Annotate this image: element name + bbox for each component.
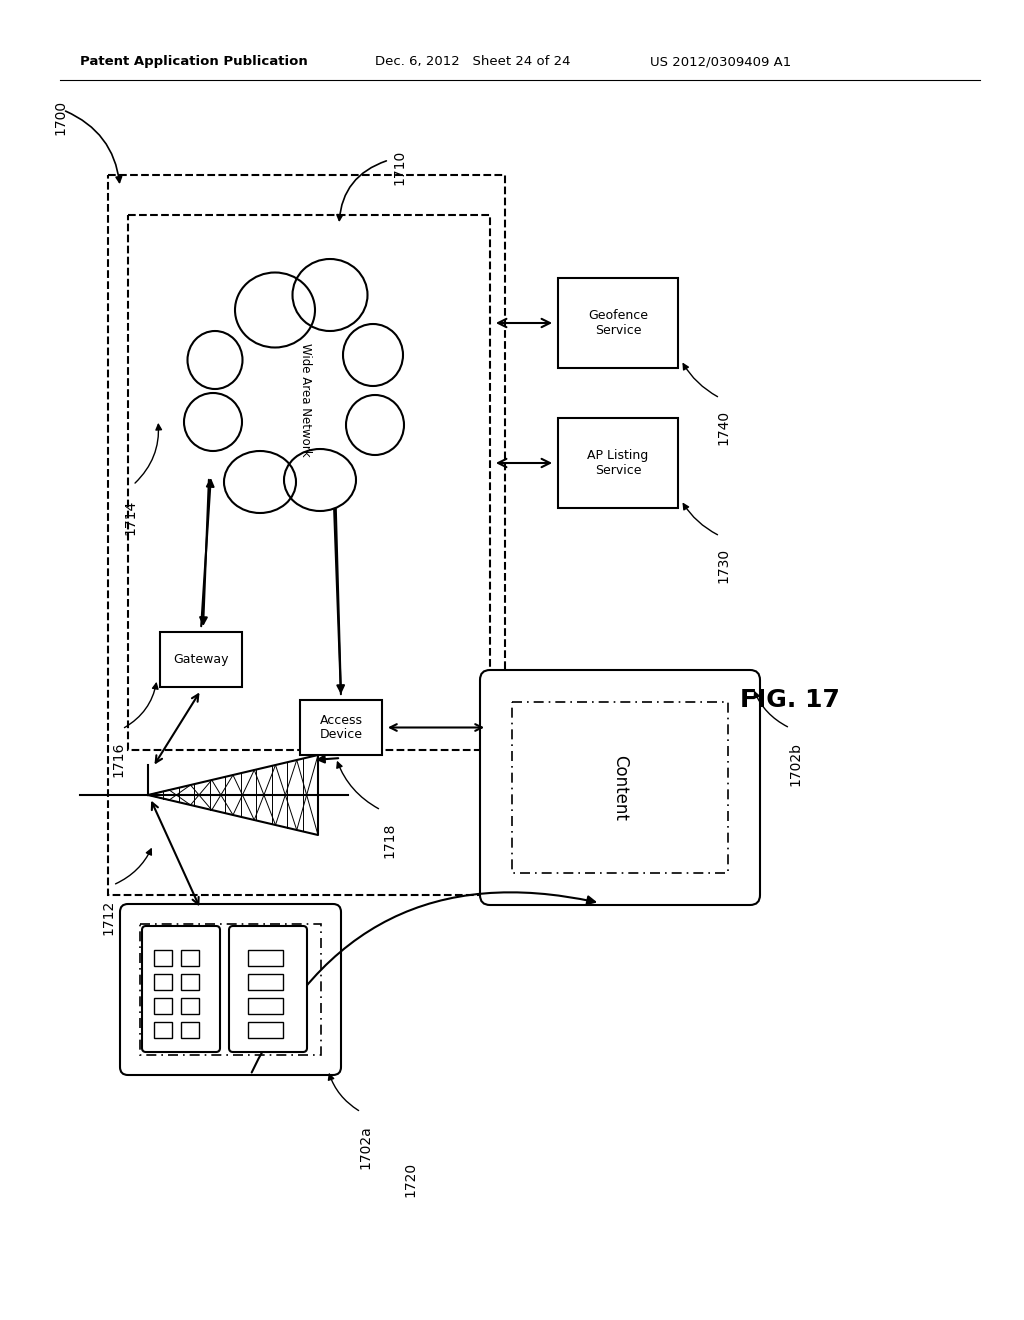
- Ellipse shape: [224, 451, 296, 513]
- FancyBboxPatch shape: [160, 632, 242, 686]
- Text: Gateway: Gateway: [173, 653, 228, 667]
- Ellipse shape: [184, 393, 242, 451]
- Text: AP Listing
Service: AP Listing Service: [588, 449, 648, 477]
- Text: 1718: 1718: [382, 822, 396, 858]
- Text: 1710: 1710: [392, 150, 406, 185]
- FancyBboxPatch shape: [300, 700, 382, 755]
- Ellipse shape: [346, 395, 404, 455]
- Text: 1730: 1730: [716, 548, 730, 583]
- Text: Access
Device: Access Device: [319, 714, 362, 742]
- Text: Content: Content: [611, 755, 629, 821]
- Ellipse shape: [215, 302, 375, 478]
- Text: 1702b: 1702b: [788, 742, 802, 785]
- Text: 1720: 1720: [403, 1162, 417, 1197]
- Text: Dec. 6, 2012   Sheet 24 of 24: Dec. 6, 2012 Sheet 24 of 24: [375, 55, 570, 69]
- Text: 1702a: 1702a: [358, 1125, 372, 1168]
- FancyBboxPatch shape: [229, 927, 307, 1052]
- Text: 1712: 1712: [101, 900, 115, 936]
- Text: Wide Area Network: Wide Area Network: [299, 343, 311, 457]
- FancyBboxPatch shape: [480, 671, 760, 906]
- Ellipse shape: [234, 272, 315, 347]
- Text: US 2012/0309409 A1: US 2012/0309409 A1: [650, 55, 792, 69]
- Ellipse shape: [293, 259, 368, 331]
- Text: 1740: 1740: [716, 411, 730, 445]
- Ellipse shape: [187, 331, 243, 389]
- FancyBboxPatch shape: [142, 927, 220, 1052]
- FancyBboxPatch shape: [120, 904, 341, 1074]
- Text: Geofence
Service: Geofence Service: [588, 309, 648, 337]
- FancyBboxPatch shape: [558, 279, 678, 368]
- Text: 1714: 1714: [123, 500, 137, 535]
- Ellipse shape: [284, 449, 356, 511]
- FancyBboxPatch shape: [558, 418, 678, 508]
- Ellipse shape: [343, 323, 403, 385]
- Text: 1716: 1716: [111, 742, 125, 777]
- Text: 1700: 1700: [53, 100, 67, 135]
- Text: Patent Application Publication: Patent Application Publication: [80, 55, 308, 69]
- Text: FIG. 17: FIG. 17: [740, 688, 840, 711]
